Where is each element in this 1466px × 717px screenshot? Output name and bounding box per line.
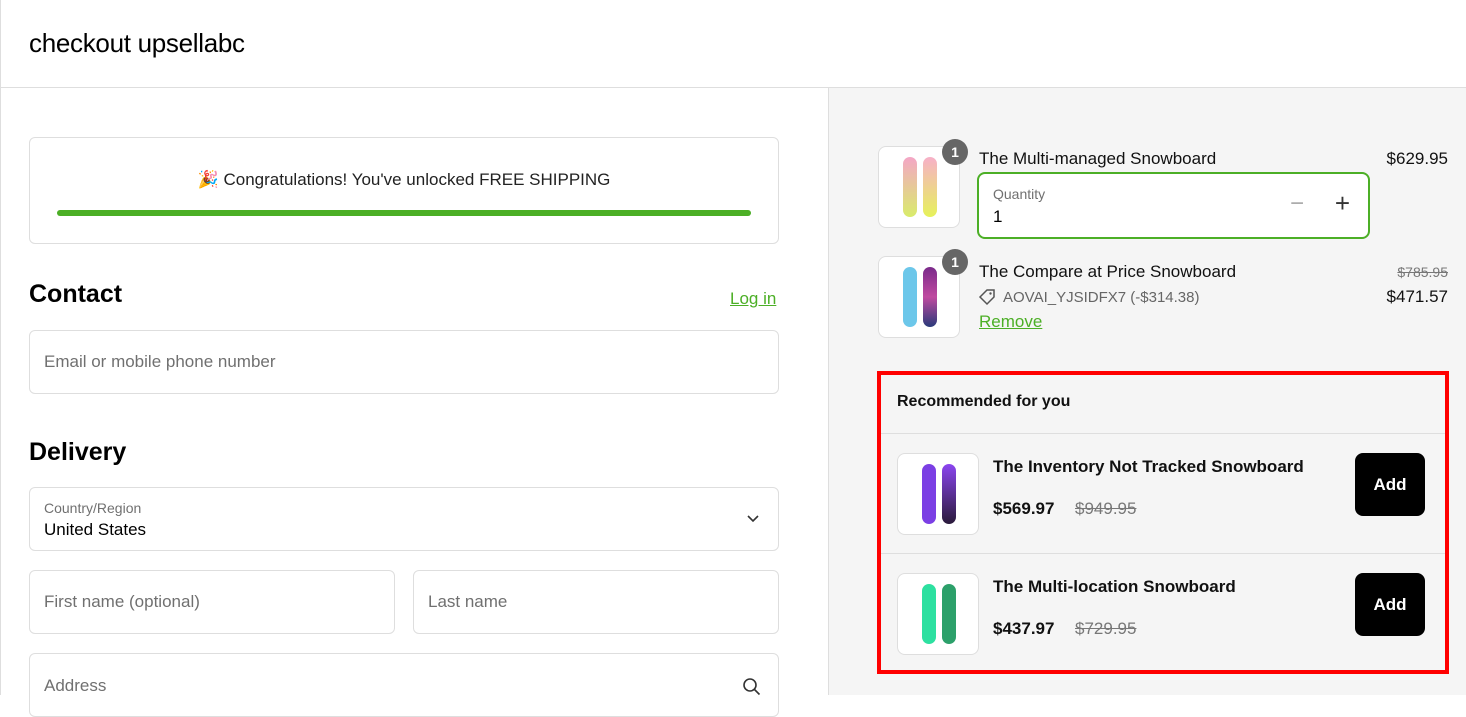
country-value: United States <box>44 520 147 539</box>
decrease-button[interactable]: − <box>1289 190 1304 217</box>
email-field[interactable]: Email or mobile phone number <box>29 330 779 394</box>
email-placeholder: Email or mobile phone number <box>44 352 276 371</box>
rec-item-name: The Multi-location Snowboard <box>993 577 1236 596</box>
recommended-section: Recommended for you The Inventory Not Tr… <box>877 371 1449 674</box>
quantity-value: 1 <box>993 207 1003 226</box>
shipping-message: 🎉 Congratulations! You've unlocked FREE … <box>197 170 611 189</box>
product-image <box>897 453 979 535</box>
remove-link[interactable]: Remove <box>979 312 1043 331</box>
item-name: The Multi-managed Snowboard <box>979 149 1217 168</box>
discount-code: AOVAI_YJSIDFX7 (-$314.38) <box>1003 289 1200 306</box>
checkout-form: 🎉 Congratulations! You've unlocked FREE … <box>0 88 828 717</box>
increase-button[interactable]: + <box>1334 188 1350 218</box>
store-title: checkout upsellabc <box>29 28 245 58</box>
last-name-field[interactable]: Last name <box>413 570 779 634</box>
rec-item-price: $437.97 <box>993 619 1055 638</box>
recommended-title: Recommended for you <box>897 393 1071 410</box>
add-button[interactable]: Add <box>1355 573 1425 636</box>
item-name: The Compare at Price Snowboard <box>979 262 1237 281</box>
rec-item-compare-price: $729.95 <box>1075 619 1137 638</box>
quantity-input[interactable]: Quantity 1 − + <box>977 172 1370 239</box>
quantity-badge: 1 <box>942 139 968 165</box>
country-label: Country/Region <box>44 500 142 516</box>
last-name-placeholder: Last name <box>428 592 508 611</box>
quantity-label: Quantity <box>993 186 1046 202</box>
header: checkout upsellabc <box>0 0 1466 88</box>
first-name-placeholder: First name (optional) <box>44 592 200 611</box>
address-placeholder: Address <box>44 676 107 695</box>
order-summary: 1 The Multi-managed Snowboard $629.95 Qu… <box>828 88 1466 695</box>
shipping-progress-bar <box>57 210 751 216</box>
first-name-field[interactable]: First name (optional) <box>29 570 395 634</box>
rec-item-compare-price: $949.95 <box>1075 499 1137 518</box>
quantity-badge: 1 <box>942 249 968 275</box>
add-button[interactable]: Add <box>1355 453 1425 516</box>
rec-item-price: $569.97 <box>993 499 1055 518</box>
chevron-down-icon <box>747 515 759 523</box>
login-link[interactable]: Log in <box>730 289 777 308</box>
item-compare-price: $785.95 <box>1397 264 1448 280</box>
country-select[interactable]: Country/Region United States <box>29 487 779 551</box>
delivery-heading: Delivery <box>29 438 127 466</box>
free-shipping-banner: 🎉 Congratulations! You've unlocked FREE … <box>29 137 779 244</box>
rec-item-name: The Inventory Not Tracked Snowboard <box>993 457 1304 476</box>
item-price: $471.57 <box>1386 287 1448 306</box>
tag-icon <box>978 289 995 306</box>
address-field[interactable]: Address <box>29 653 779 717</box>
shipping-progress-fill <box>57 210 751 216</box>
contact-heading: Contact <box>29 280 123 308</box>
search-icon <box>743 678 761 696</box>
item-price: $629.95 <box>1386 149 1448 168</box>
product-image <box>897 573 979 655</box>
